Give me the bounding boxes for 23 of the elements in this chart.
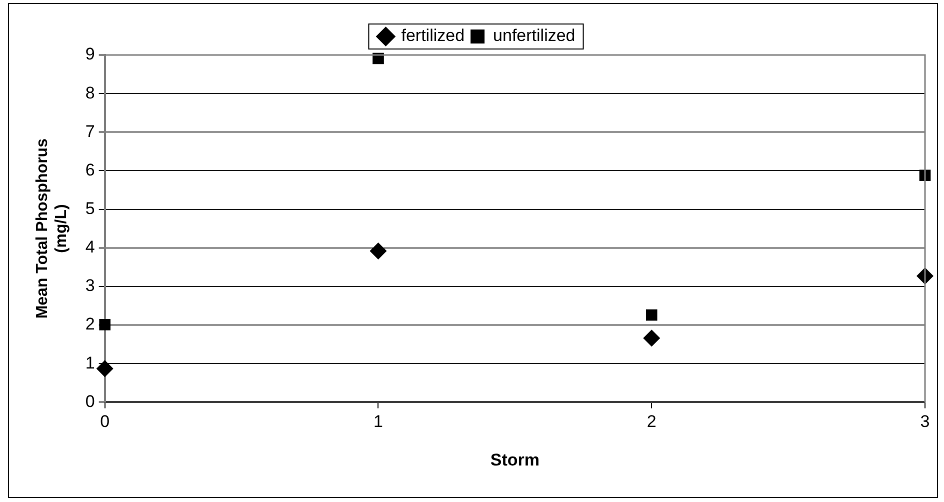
y-tick-label: 6: [85, 160, 95, 180]
x-tick-label: 3: [920, 412, 930, 432]
x-axis-title: Storm: [490, 450, 540, 470]
x-tick-label: 0: [100, 412, 110, 432]
y-tick-label: 2: [85, 314, 95, 334]
y-tick-label: 8: [85, 83, 95, 102]
y-tick-label: 7: [85, 122, 95, 141]
point: [370, 242, 387, 260]
point: [646, 309, 658, 321]
y-tick-label: 0: [85, 392, 95, 411]
legend-label: unfertilized: [493, 26, 576, 46]
legend-label: fertilized: [401, 26, 465, 46]
point: [643, 330, 660, 347]
point: [99, 319, 111, 330]
y-tick-label: 1: [85, 353, 95, 372]
point: [96, 360, 114, 378]
x-tick-label: 2: [646, 412, 656, 432]
y-tick-label: 9: [85, 44, 95, 64]
y-tick-label: 4: [85, 238, 95, 257]
x-tick-label: 1: [374, 412, 383, 432]
y-tick-label: 5: [85, 199, 95, 218]
y-tick-label: 3: [85, 276, 95, 296]
y-axis-title: Mean Total Phosphorus (mg/L): [34, 138, 70, 319]
